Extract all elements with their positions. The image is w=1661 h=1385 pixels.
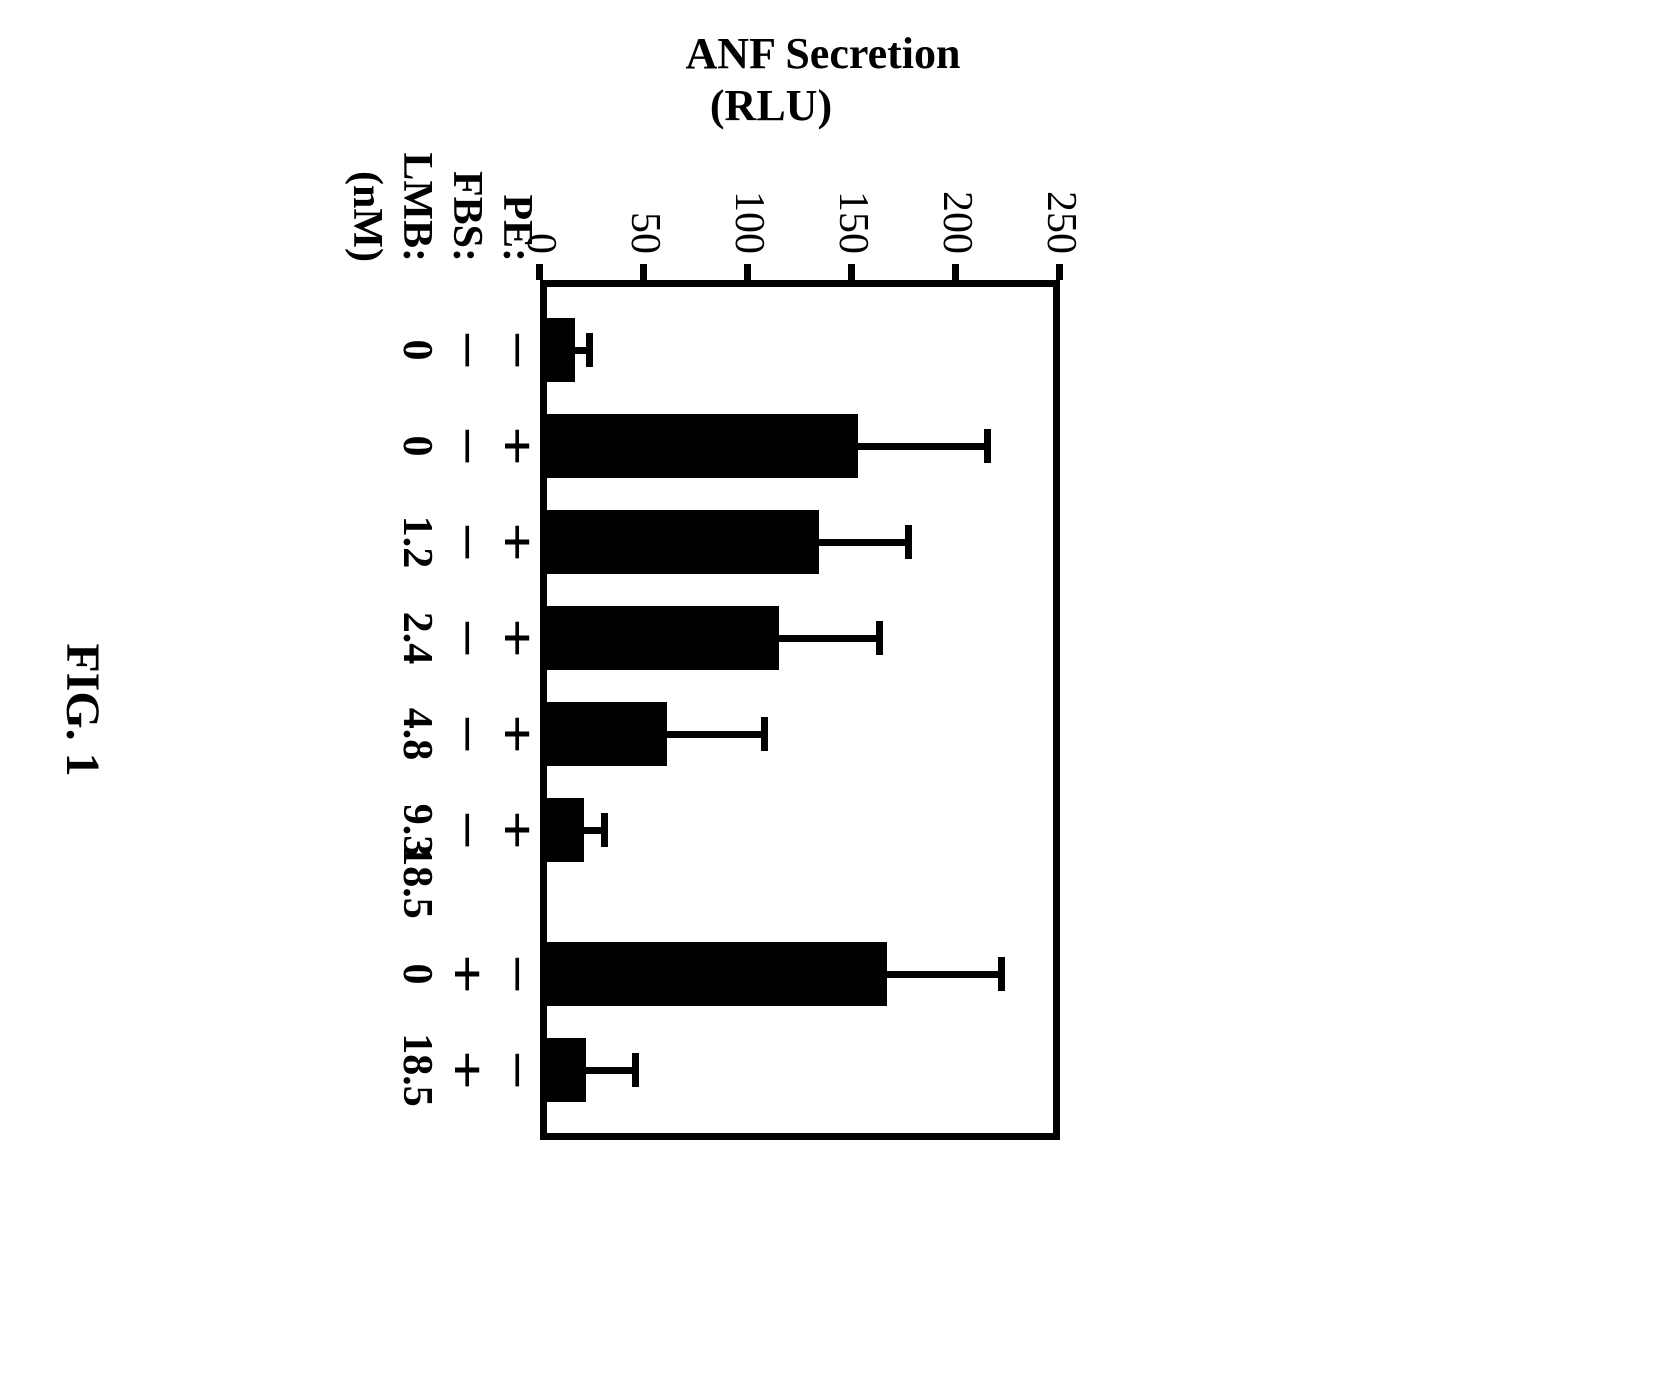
condition-cell-lmb: 1.2 [393, 487, 441, 597]
y-tick-label: 150 [829, 134, 877, 254]
bar [540, 1038, 586, 1102]
condition-cell-lmb: 0 [393, 391, 441, 501]
condition-cell-fbs: − [437, 756, 496, 905]
error-bar-stem [586, 1067, 636, 1074]
bar [540, 942, 887, 1006]
error-bar-cap [586, 333, 593, 367]
error-bar-cap [984, 429, 991, 463]
y-tick-label: 250 [1037, 134, 1085, 254]
error-bar-stem [819, 539, 908, 546]
bar [540, 414, 858, 478]
condition-cell-lmb: 2.4 [393, 583, 441, 693]
error-bar-cap [876, 621, 883, 655]
y-axis-label-line2: (RLU) [511, 80, 1031, 130]
error-bar-cap [761, 717, 768, 751]
condition-cell-fbs: + [437, 996, 496, 1145]
y-tick-label: 100 [725, 134, 773, 254]
y-tick [953, 264, 960, 280]
y-tick-label: 200 [933, 134, 981, 254]
error-bar-cap [601, 813, 608, 847]
bar [540, 702, 667, 766]
condition-cell-lmb: 0 [393, 295, 441, 405]
bar [540, 798, 584, 862]
error-bar-cap [998, 957, 1005, 991]
figure-caption: FIG. 1 [55, 610, 110, 810]
error-bar-cap [905, 525, 912, 559]
page-canvas: ANF Secretion (RLU) FIG. 1 0 50 100 150 200 2… [0, 0, 1661, 1385]
y-axis-label-line1: ANF Secretion [563, 28, 1083, 78]
condition-cell-lmb: 4.8 [393, 679, 441, 789]
y-tick-label: 50 [621, 134, 669, 254]
bar [540, 606, 779, 670]
error-bar-stem [779, 635, 879, 642]
condition-row-label-unit: (nM) [343, 62, 391, 262]
figure-anf-secretion: ANF Secretion (RLU) FIG. 1 0 50 100 150 200 2… [0, 0, 1150, 1385]
condition-row-label-pe: PE: [493, 62, 541, 262]
error-bar-stem [858, 443, 987, 450]
rotated-figure-wrapper: ANF Secretion (RLU) FIG. 1 0 50 100 150 200 2… [0, 0, 1150, 1385]
error-bar-cap [632, 1053, 639, 1087]
bar [540, 510, 819, 574]
condition-cell-lmb: 0 [393, 919, 441, 1029]
y-tick [1057, 264, 1064, 280]
condition-cell-lmb: 18.5 [393, 1015, 441, 1125]
error-bar-stem [667, 731, 765, 738]
condition-row-label-lmb: LMB: [393, 62, 441, 262]
y-tick [641, 264, 648, 280]
condition-row-label-fbs: FBS: [443, 62, 491, 262]
y-tick [745, 264, 752, 280]
error-bar-stem [887, 971, 1001, 978]
y-tick [849, 264, 856, 280]
